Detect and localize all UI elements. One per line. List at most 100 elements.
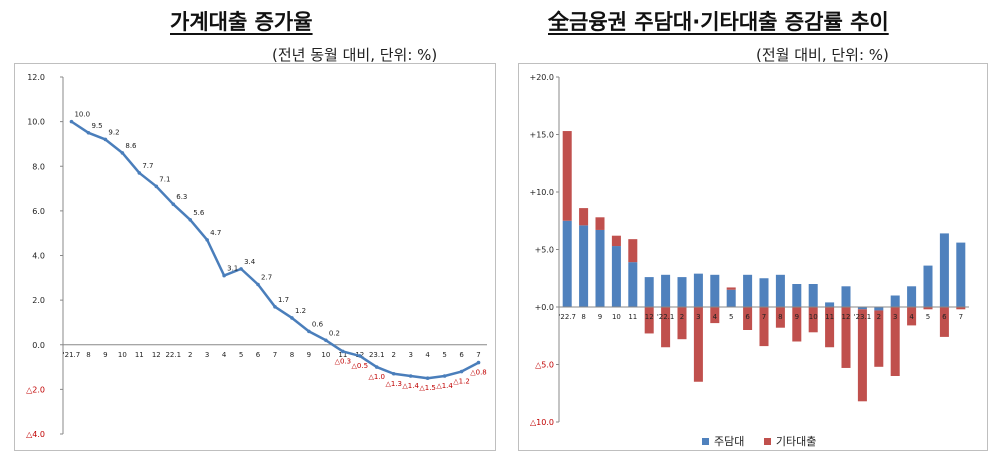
data-label: 3.4 [244, 258, 256, 266]
x-tick-label: 5 [926, 313, 930, 321]
x-tick-label: 4 [909, 313, 914, 321]
data-label: 9.5 [91, 122, 102, 130]
x-tick-label: 8 [290, 351, 294, 359]
mortgage-bar [710, 274, 720, 307]
mortgage-bar [759, 278, 769, 307]
x-tick-label: 3 [408, 351, 412, 359]
mortgage-bar [693, 273, 703, 307]
y-tick-label: 0.0 [32, 341, 45, 350]
data-label: 5.6 [193, 209, 205, 217]
mortgage-bar [907, 286, 917, 307]
data-point [425, 376, 430, 381]
x-tick-label: 6 [745, 313, 750, 321]
y-tick-label: 12.0 [27, 73, 45, 82]
other-loan-bar [726, 287, 736, 290]
other-loan-bar [825, 307, 835, 348]
mortgage-bar [857, 307, 867, 310]
mortgage-bar [939, 233, 949, 307]
x-tick-label: '22.1 [657, 313, 675, 321]
x-tick-label: 8 [86, 351, 90, 359]
x-tick-label: 10 [612, 313, 621, 321]
x-tick-label: 11 [825, 313, 834, 321]
other-loan-bar [677, 307, 687, 340]
x-tick-label: 4 [222, 351, 227, 359]
data-point [324, 338, 328, 343]
x-tick-label: 7 [476, 351, 480, 359]
data-point [256, 282, 260, 287]
data-point [222, 273, 226, 278]
x-tick-label: '23.1 [854, 313, 872, 321]
other-loan-bar [628, 239, 638, 263]
y-tick-label: 8.0 [32, 162, 45, 171]
left-chart-unit-note: (전년 동월 대비, 단위: %) [272, 46, 438, 64]
other-loan-bar [775, 307, 785, 328]
data-point [103, 137, 108, 142]
x-tick-label: 22.1 [165, 351, 181, 359]
x-tick-label: 2 [877, 313, 881, 321]
mortgage-bar [579, 225, 589, 307]
data-label: 3.1 [227, 265, 238, 273]
mortgage-bar [595, 229, 605, 307]
data-point [273, 305, 277, 309]
left-chart-title: 가계대출 증가율 [170, 10, 313, 34]
growth-rate-line [70, 120, 480, 380]
data-label: 9.2 [108, 128, 119, 136]
x-tick-label: 7 [959, 313, 963, 321]
data-label: △0.3 [335, 357, 352, 365]
mortgage-bar [743, 274, 753, 307]
data-label: 2.7 [261, 274, 272, 282]
other-loan-bar [792, 307, 802, 342]
other-loan-bar [841, 307, 851, 368]
mortgage-bar [792, 284, 802, 307]
mortgage-bar [890, 295, 900, 307]
x-tick-label: 9 [103, 351, 107, 359]
x-tick-label: 3 [893, 313, 897, 321]
legend-item-other: 기타대출 [763, 435, 817, 448]
x-tick-label: 3 [205, 351, 209, 359]
x-tick-label: 11 [338, 351, 347, 359]
other-loan-bar [644, 307, 654, 334]
chart-legend: 주담대 기타대출 [702, 433, 816, 449]
other-loan-bar [923, 307, 933, 310]
data-point [69, 119, 74, 124]
data-point [476, 360, 481, 365]
mortgage-bar [677, 277, 687, 307]
x-tick-label: 7 [762, 313, 766, 321]
line-chart-canvas: 12.0 10.0 8.0 6.0 4.0 2.0 0.0 △2.0 △4.0 '21.7 8 9 10… [26, 73, 487, 439]
data-point [239, 267, 243, 271]
data-label: 0.2 [329, 329, 340, 337]
other-loan-bar [857, 309, 867, 402]
mortgage-bar [923, 265, 933, 307]
x-tick-label: 5 [729, 313, 733, 321]
y-tick-label: △2.0 [26, 385, 45, 394]
y-tick-label: △4.0 [26, 430, 45, 439]
data-label: 6.3 [176, 193, 187, 201]
x-tick-label: '21.7 [63, 351, 81, 359]
y-tick-label: △5.0 [535, 361, 554, 370]
x-tick-label: 4 [713, 313, 718, 321]
x-tick-label: 11 [628, 313, 637, 321]
mortgage-other-loan-chart: +20.0 +15.0 +10.0 +5.0 +0.0 △5.0 △10.0 '22.7 8 9 1… [518, 63, 988, 451]
x-tick-label: 10 [118, 351, 127, 359]
data-label: 0.6 [312, 320, 324, 328]
other-loan-bar [710, 307, 720, 324]
y-tick-label: +15.0 [529, 131, 554, 140]
x-tick-label: 10 [809, 313, 818, 321]
mortgage-bar [825, 302, 835, 307]
x-tick-label: 10 [321, 351, 330, 359]
y-tick-label: 4.0 [32, 252, 45, 261]
data-point [408, 374, 413, 378]
mortgage-bar [661, 274, 671, 307]
legend-label-other: 기타대출 [775, 435, 817, 448]
y-tick-label: 2.0 [32, 296, 45, 305]
other-loan-bar [579, 208, 589, 226]
x-tick-label: 3 [696, 313, 700, 321]
data-label: 7.7 [142, 162, 153, 170]
data-point [442, 374, 447, 378]
data-label: △1.2 [453, 378, 470, 386]
data-label: △0.5 [352, 362, 369, 370]
other-loan-bar [890, 307, 900, 376]
data-point [459, 369, 464, 374]
y-tick-label: +0.0 [535, 303, 554, 312]
mortgage-bar [808, 284, 818, 307]
